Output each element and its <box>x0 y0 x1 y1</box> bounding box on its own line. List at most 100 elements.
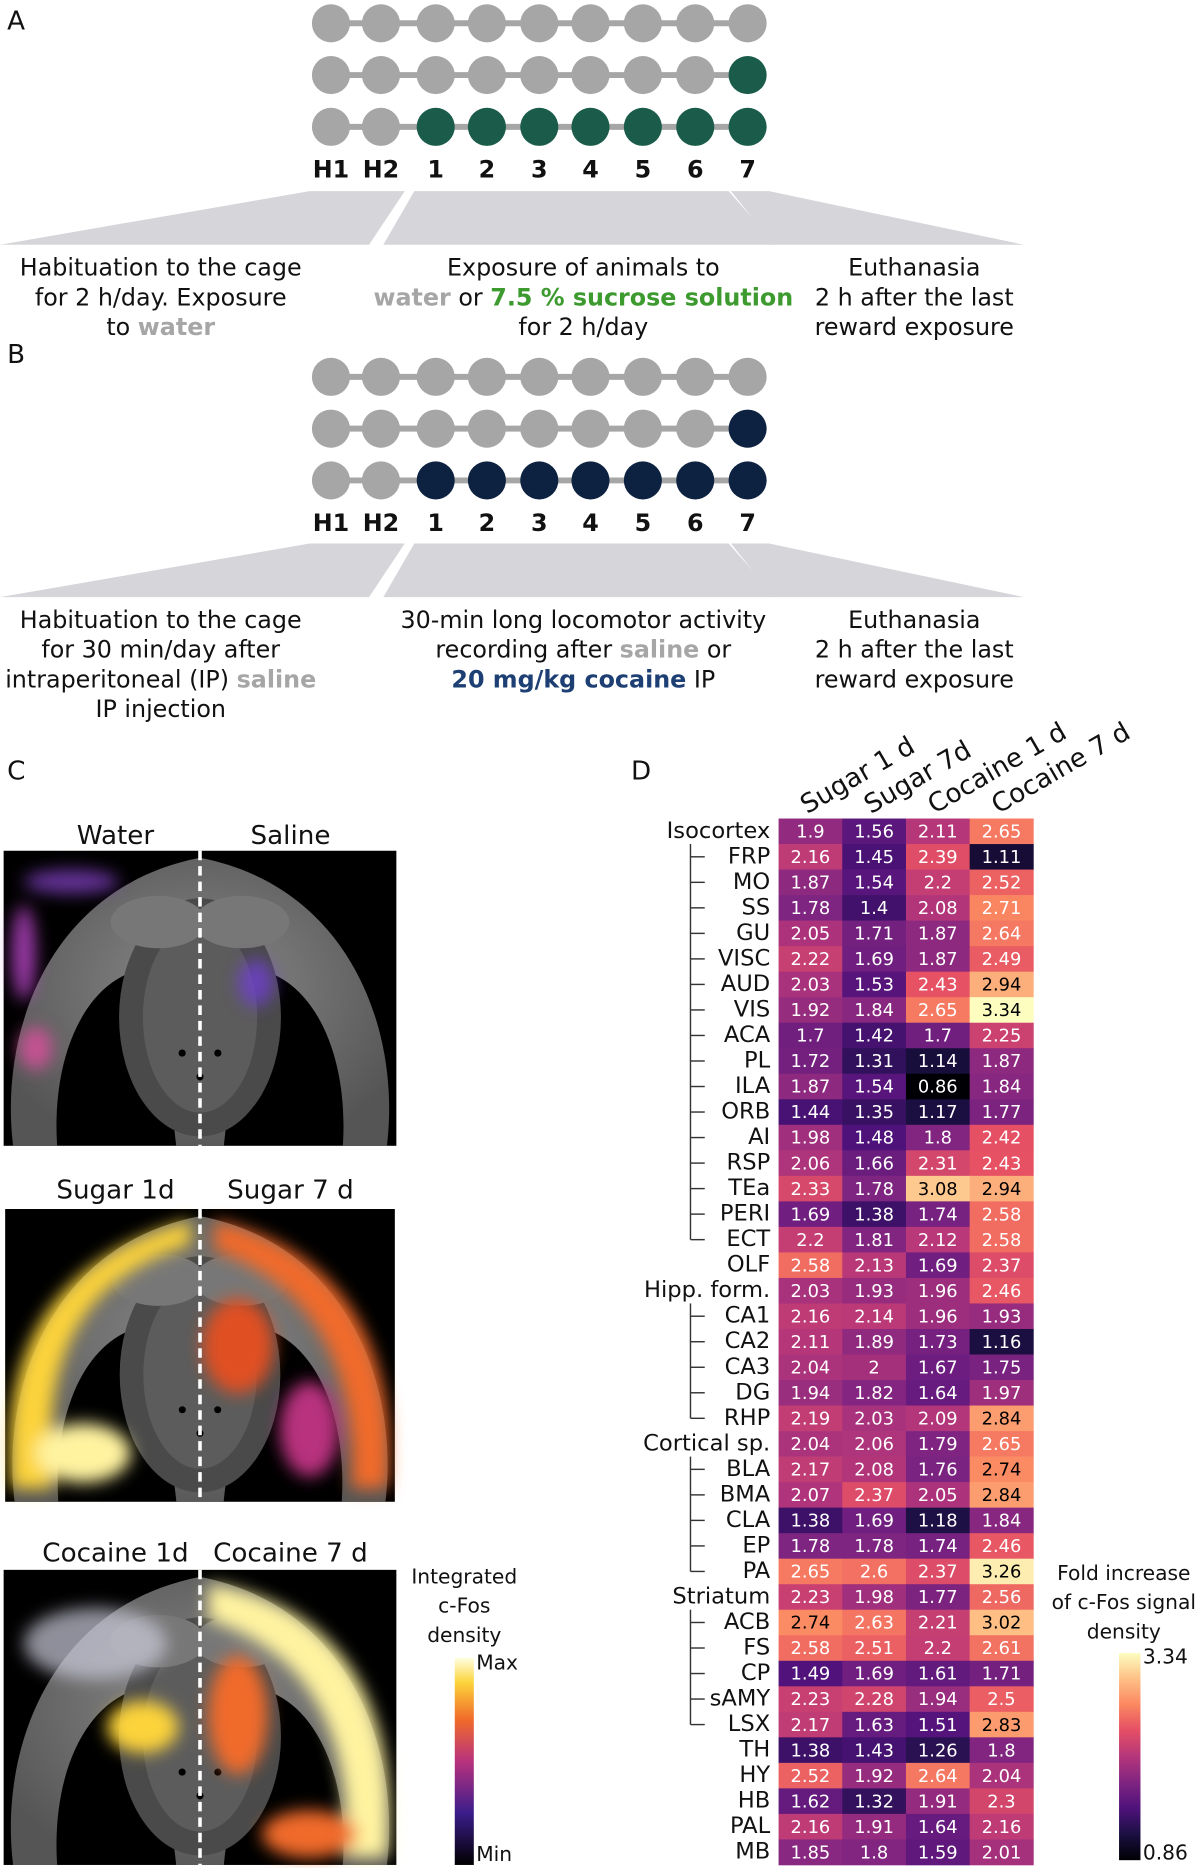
heat-cell <box>905 1762 970 1789</box>
heat-cell <box>842 1226 907 1253</box>
cell-value: 2.83 <box>982 1715 1022 1736</box>
row-label: CP <box>741 1660 770 1686</box>
caption: for 30 min/day after <box>41 635 280 663</box>
timeline-dot <box>416 4 455 43</box>
timeline-dot <box>676 56 715 95</box>
timeline-dot <box>676 357 715 396</box>
timeline-dot <box>361 461 400 500</box>
caption: for 2 h/day. Exposure <box>35 283 287 311</box>
heat-cell <box>969 946 1034 973</box>
caption: to water <box>106 313 215 341</box>
row-label: Hipp. form. <box>644 1277 770 1303</box>
heat-cell <box>842 844 907 870</box>
timeline-dot <box>676 409 715 448</box>
colorbar <box>454 1657 474 1865</box>
heat-cell <box>778 1201 843 1228</box>
heat-cell <box>905 1558 970 1585</box>
heat-cell <box>905 1584 970 1611</box>
caption: water or 7.5 % sucrose solution <box>373 283 793 311</box>
row-label: MO <box>733 869 770 895</box>
cell-value: 1.75 <box>982 1357 1022 1378</box>
row-label: CA1 <box>725 1303 771 1329</box>
row-label: Isocortex <box>667 818 771 844</box>
panel-label: B <box>7 340 25 370</box>
timeline-dot <box>311 56 350 95</box>
heat-cell <box>842 1431 907 1457</box>
heat-cell <box>905 1482 970 1508</box>
row-label: FS <box>743 1635 770 1661</box>
cell-value: 1.78 <box>854 1179 894 1200</box>
heat-cell <box>969 1354 1034 1381</box>
heat-cell <box>778 1711 843 1738</box>
colorbar-title: Integrated <box>411 1565 517 1589</box>
cell-value: 1.84 <box>982 1077 1022 1098</box>
cell-value: 1.91 <box>918 1791 958 1812</box>
cell-value: 1.93 <box>854 1281 894 1302</box>
row-label: sAMY <box>710 1686 771 1712</box>
heat-cell <box>969 1073 1034 1100</box>
timeline-dot <box>623 409 662 448</box>
heat-cell <box>778 1124 843 1151</box>
caption-text: IP <box>686 665 715 693</box>
caption: intraperitoneal (IP) saline <box>5 665 316 693</box>
heat-cell <box>905 1201 970 1228</box>
heat-cell <box>778 1328 843 1355</box>
row-label: BMA <box>720 1481 771 1507</box>
cell-value: 1.35 <box>854 1102 894 1123</box>
cell-value: 2.43 <box>982 1153 1022 1174</box>
cell-value: 1.98 <box>791 1128 831 1149</box>
cell-value: 2.65 <box>982 821 1022 842</box>
heat-cell <box>969 1124 1034 1151</box>
cell-value: 2.33 <box>791 1179 831 1200</box>
timeline-label: 6 <box>687 509 704 537</box>
cell-value: 1.56 <box>854 821 894 842</box>
timeline-label: 5 <box>635 509 652 537</box>
heat-cell <box>842 1124 907 1151</box>
cell-value: 1.84 <box>982 1511 1022 1532</box>
cell-value: 1.94 <box>918 1689 958 1710</box>
heat-cell <box>969 1660 1034 1687</box>
row-label: CLA <box>726 1507 771 1533</box>
heat-cell <box>842 1660 907 1687</box>
cell-value: 1.38 <box>791 1511 831 1532</box>
heat-cell <box>969 1533 1034 1560</box>
colorbar-title: of c-Fos signal <box>1052 1590 1196 1614</box>
heat-cell <box>842 1328 907 1355</box>
heat-cell <box>778 1277 843 1304</box>
cell-value: 2.2 <box>924 1638 952 1659</box>
heat-cell <box>778 1073 843 1100</box>
heat-cell <box>778 971 843 998</box>
heat-cell <box>778 844 843 870</box>
heat-cell <box>778 1482 843 1508</box>
cell-value: 2.51 <box>854 1638 894 1659</box>
cell-value: 2.03 <box>791 1281 831 1302</box>
colorbar-title: Fold increase <box>1057 1561 1190 1585</box>
caption-text: to <box>106 313 137 341</box>
caption: Habituation to the cage <box>20 605 302 633</box>
cell-value: 2.52 <box>791 1766 831 1787</box>
colorbar-max: Max <box>476 1650 518 1674</box>
heat-cell <box>969 1099 1034 1126</box>
colorbar-title: density <box>1087 1619 1161 1643</box>
cell-value: 1.42 <box>854 1026 894 1047</box>
heat-cell <box>905 1788 970 1815</box>
cell-value: 2.17 <box>791 1460 831 1481</box>
timeline-dot <box>623 357 662 396</box>
timeline-dot <box>520 357 559 396</box>
heat-cell <box>969 1277 1034 1304</box>
cell-value: 1.31 <box>854 1051 894 1072</box>
cell-value: 2.6 <box>860 1562 888 1583</box>
cell-value: 1.54 <box>854 1077 894 1098</box>
panel-label: C <box>7 757 25 787</box>
heat-cell <box>778 946 843 973</box>
cell-value: 1.78 <box>791 898 831 919</box>
timeline-label: 3 <box>531 155 548 183</box>
heat-cell <box>842 1048 907 1075</box>
heat-cell <box>905 1124 970 1151</box>
heat-cell <box>969 869 1034 896</box>
caption: 30-min long locomotor activity <box>400 605 766 633</box>
row-label: BLA <box>726 1456 771 1482</box>
heat-cell <box>905 920 970 947</box>
image-title: Sugar 1d <box>56 1176 174 1206</box>
heat-cell <box>969 1482 1034 1508</box>
